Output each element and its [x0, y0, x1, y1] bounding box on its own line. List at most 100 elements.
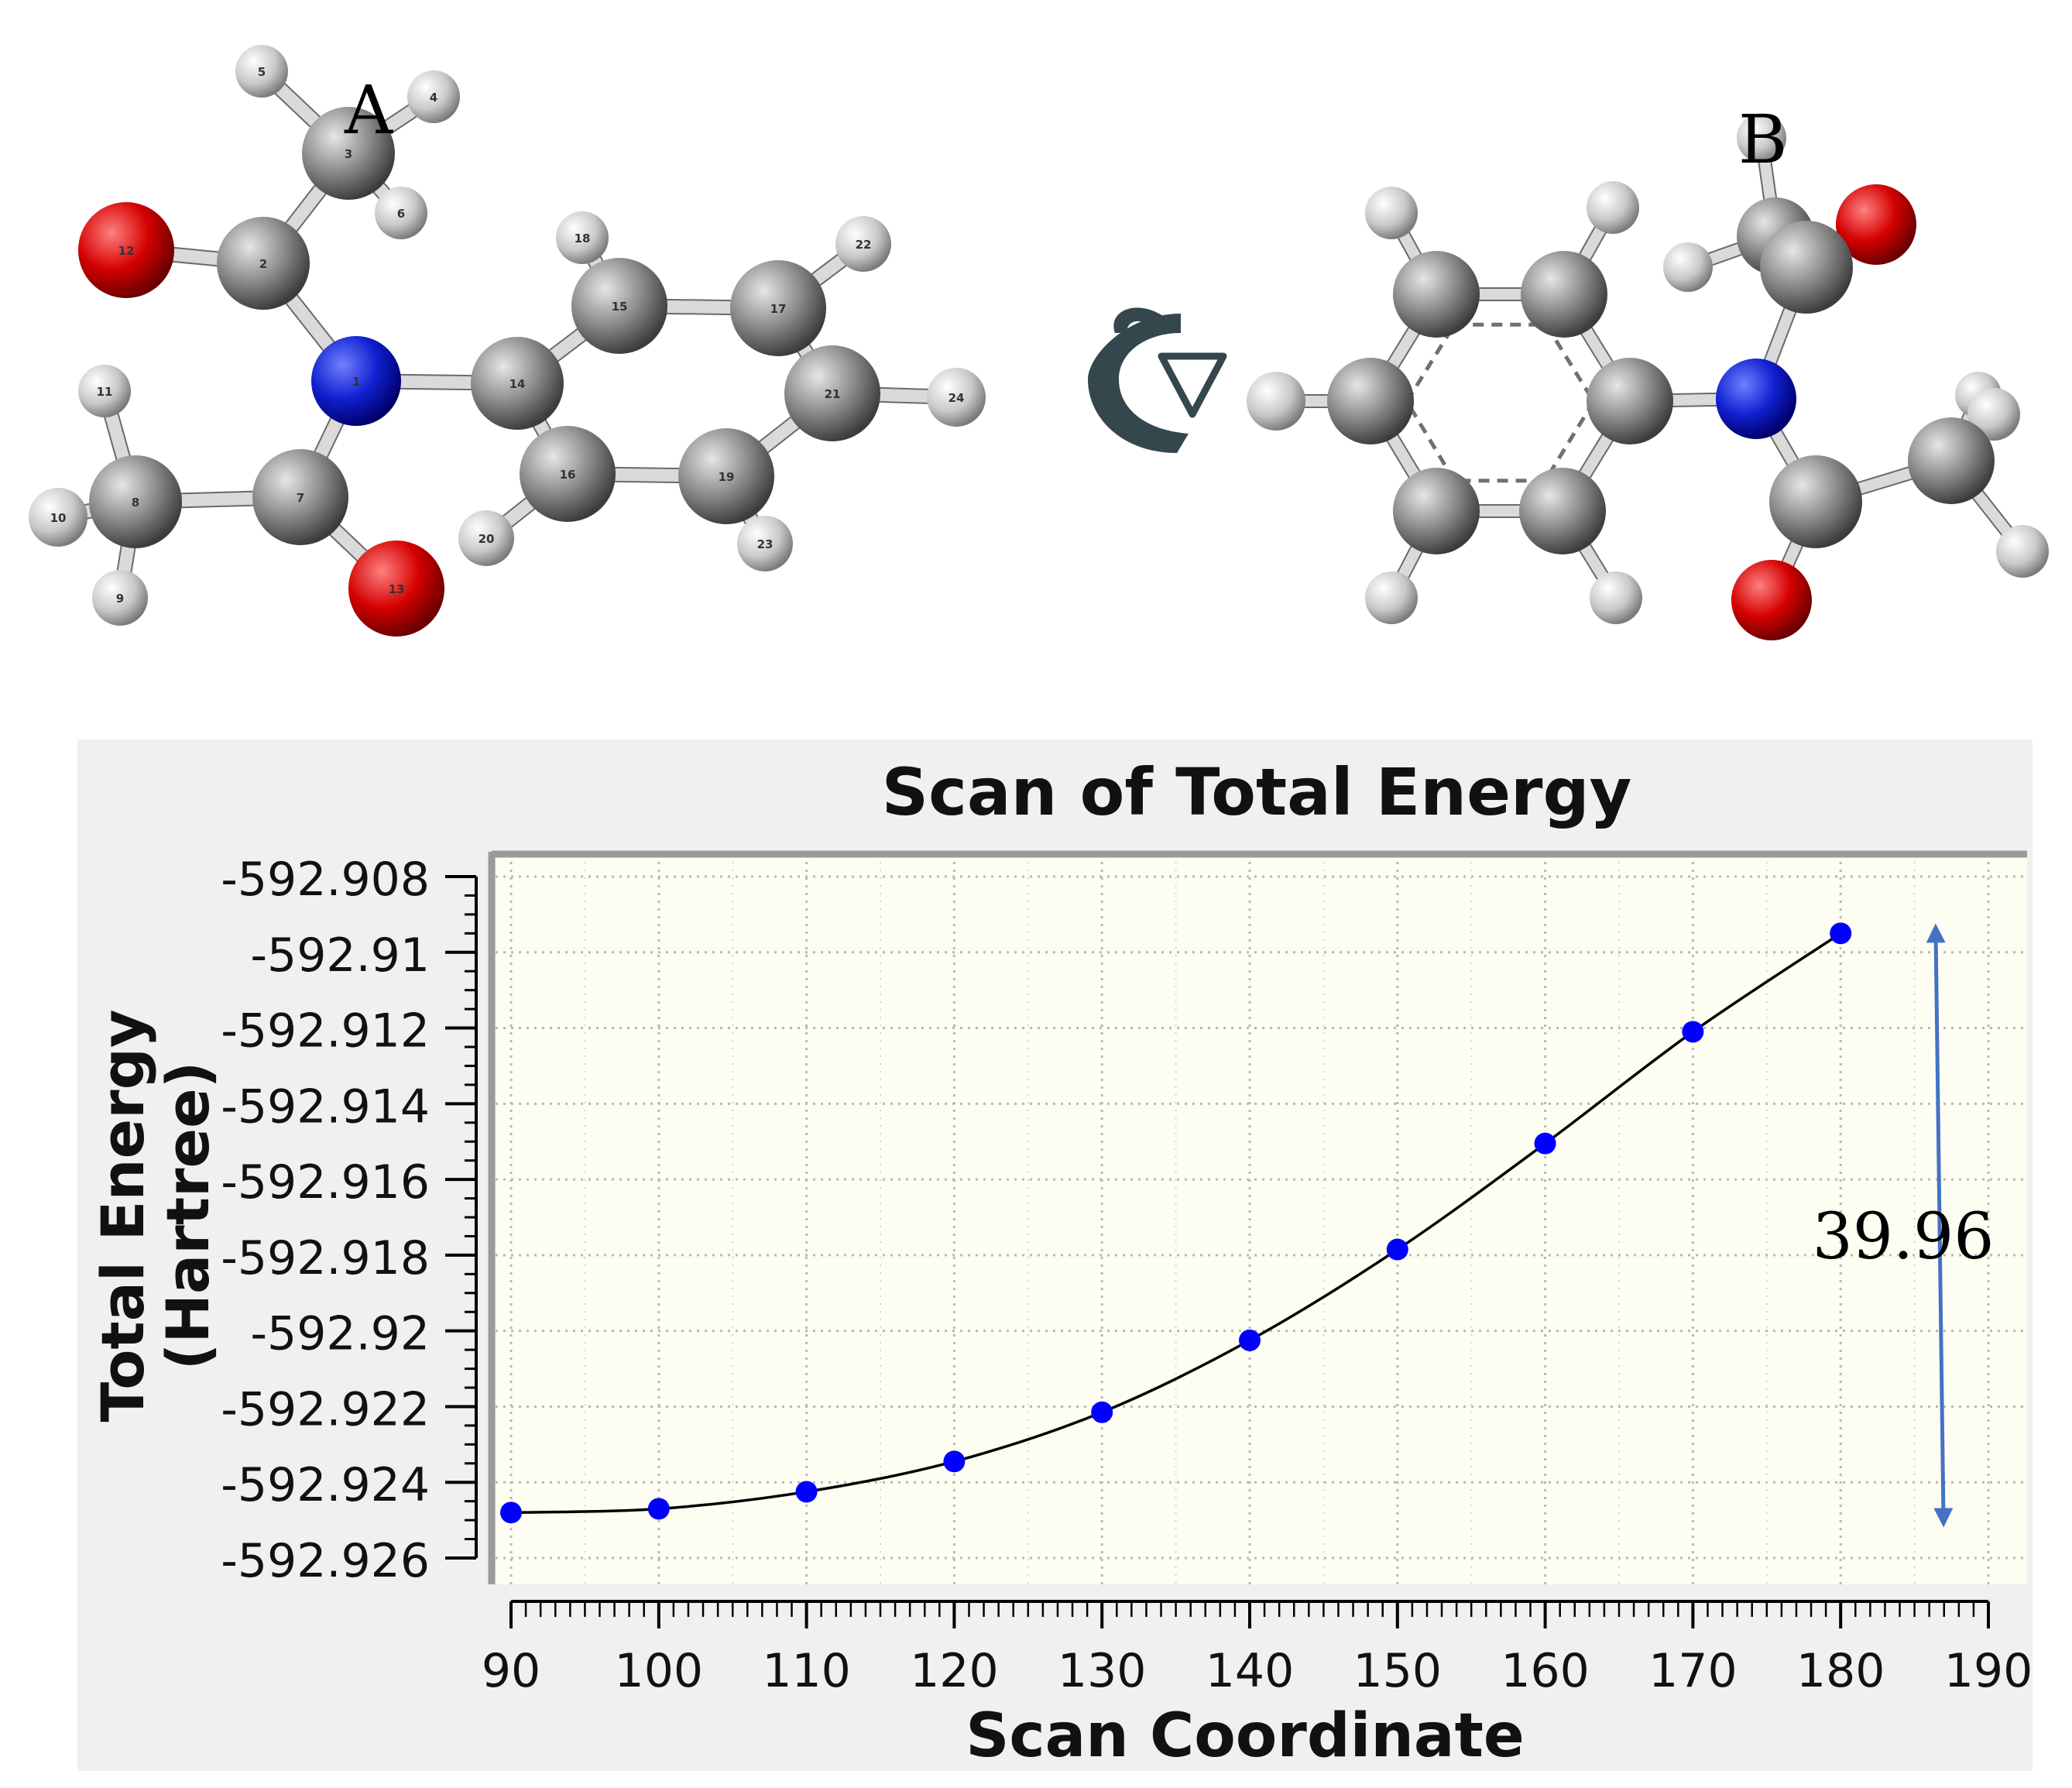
- series: [500, 922, 1852, 1524]
- data-point: [795, 1481, 818, 1503]
- atom-number: 16: [560, 468, 576, 482]
- carbon-atom: [1327, 358, 1414, 444]
- x-tick-label: 90: [482, 1644, 540, 1698]
- data-point: [647, 1498, 670, 1520]
- y-tick-label: -592.926: [221, 1534, 430, 1588]
- energy-barrier-arrow: [1926, 923, 1954, 1528]
- carbon-atom: [784, 345, 880, 441]
- carbon-atom: [1393, 251, 1480, 338]
- data-point: [500, 1501, 522, 1524]
- y-axis-label-line-1: Total Energy: [88, 1009, 157, 1422]
- nitrogen-atom: [311, 336, 401, 426]
- hydrogen-atom: [1996, 525, 2049, 578]
- y-tick-label: -592.914: [221, 1079, 430, 1134]
- hydrogen-atom: [92, 570, 148, 626]
- carbon-atom: [1769, 455, 1862, 548]
- atom-number: 15: [612, 300, 628, 314]
- atom-number: 5: [258, 65, 266, 79]
- hydrogen-atom: [1590, 571, 1642, 624]
- x-tick-label: 160: [1501, 1644, 1590, 1698]
- atom-number: 9: [116, 592, 124, 606]
- atom-number: 2: [259, 257, 267, 271]
- hydrogen-atom: [235, 45, 288, 98]
- x-tick-label: 170: [1648, 1644, 1738, 1698]
- y-tick-label: -592.924: [221, 1458, 430, 1512]
- y-tick-label: -592.908: [221, 853, 430, 907]
- carbon-atom: [678, 428, 774, 524]
- x-tick-label: 150: [1353, 1644, 1443, 1698]
- aromatic-bond: [1405, 400, 1456, 482]
- x-tick-label: 190: [1944, 1644, 2033, 1698]
- oxygen-atom: [348, 541, 444, 637]
- aromatic-bond: [1405, 323, 1456, 403]
- grid: [496, 854, 2027, 1584]
- x-tick-label: 120: [910, 1644, 999, 1698]
- hydrogen-atom: [1365, 571, 1418, 624]
- hydrogen-atom: [458, 510, 514, 566]
- carbon-atom: [730, 260, 826, 356]
- aromatic-bond: [1544, 323, 1596, 403]
- data-point: [1830, 922, 1852, 945]
- atom-number: 7: [297, 491, 304, 505]
- data-point: [1534, 1132, 1556, 1155]
- hydrogen-atom: [1247, 372, 1305, 431]
- atom-number: 4: [430, 91, 437, 105]
- atom-number: 3: [345, 147, 352, 161]
- circular-arrow-icon: [1088, 307, 1227, 453]
- carbon-atom: [571, 258, 667, 354]
- atom-number: 10: [50, 511, 67, 525]
- molecule-label-b: B: [1738, 101, 1787, 179]
- atom-number: 22: [856, 238, 872, 252]
- y-axis-label-line-2: (Hartree): [153, 1062, 222, 1371]
- x-tick-label: 100: [615, 1644, 704, 1698]
- nitrogen-atom: [1716, 359, 1796, 439]
- hydrogen-atom: [1737, 113, 1786, 163]
- hydrogen-atom: [375, 187, 427, 239]
- hydrogen-atom: [927, 368, 986, 427]
- x-axis-label: Scan Coordinate: [966, 1701, 1525, 1771]
- hydrogen-atom: [407, 70, 460, 123]
- chart-title: Scan of Total Energy: [882, 754, 1632, 830]
- aromatic-bond: [1543, 400, 1596, 482]
- x-tick-label: 110: [762, 1644, 851, 1698]
- data-point: [1091, 1401, 1113, 1423]
- hydrogen-atom: [1587, 181, 1639, 234]
- carbon-atom: [1760, 221, 1853, 314]
- carbon-atom: [1393, 468, 1480, 554]
- atom-number: 6: [397, 207, 405, 221]
- molecule-b: [1247, 113, 2049, 640]
- oxygen-atom: [78, 202, 174, 298]
- series-line: [510, 932, 1842, 1515]
- carbon-atom: [1521, 251, 1607, 338]
- x-tick-label: 130: [1058, 1644, 1147, 1698]
- atom-number: 23: [757, 537, 774, 551]
- data-point: [1682, 1021, 1704, 1043]
- atom-number: 14: [509, 377, 526, 391]
- hydrogen-atom: [1365, 187, 1418, 239]
- carbon-atom: [302, 107, 395, 200]
- x-tick-label: 140: [1206, 1644, 1295, 1698]
- carbon-atom: [89, 455, 182, 548]
- hydrogen-atom: [556, 211, 609, 264]
- y-axis: -592.908 -592.91 -592.912 -592.914 -592.916 -…: [221, 853, 478, 1588]
- atom-number: 24: [949, 391, 965, 405]
- atom-number: 11: [97, 385, 113, 399]
- y-tick-label: -592.918: [221, 1231, 430, 1285]
- y-tick-label: -592.912: [221, 1004, 430, 1059]
- carbon-atom: [520, 426, 616, 522]
- y-tick-label: -592.922: [221, 1382, 430, 1436]
- carbon-atom: [217, 217, 310, 310]
- carbon-atom: [1519, 468, 1606, 554]
- carbon-atom: [1908, 417, 1995, 504]
- carbon-atom: [471, 337, 564, 430]
- hydrogen-atom: [29, 488, 87, 547]
- molecule-label-a: A: [344, 72, 393, 149]
- atom-number: 12: [118, 244, 135, 258]
- x-axis: 90 100 110 120 130 140 150 160 170 180 190: [482, 1600, 2033, 1698]
- x-tick-label: 180: [1796, 1644, 1885, 1698]
- atom-number: 18: [575, 232, 591, 245]
- plot-area: [496, 854, 2027, 1584]
- atom-number: 8: [132, 496, 139, 510]
- energy-barrier-label: 39.96: [1813, 1200, 1995, 1274]
